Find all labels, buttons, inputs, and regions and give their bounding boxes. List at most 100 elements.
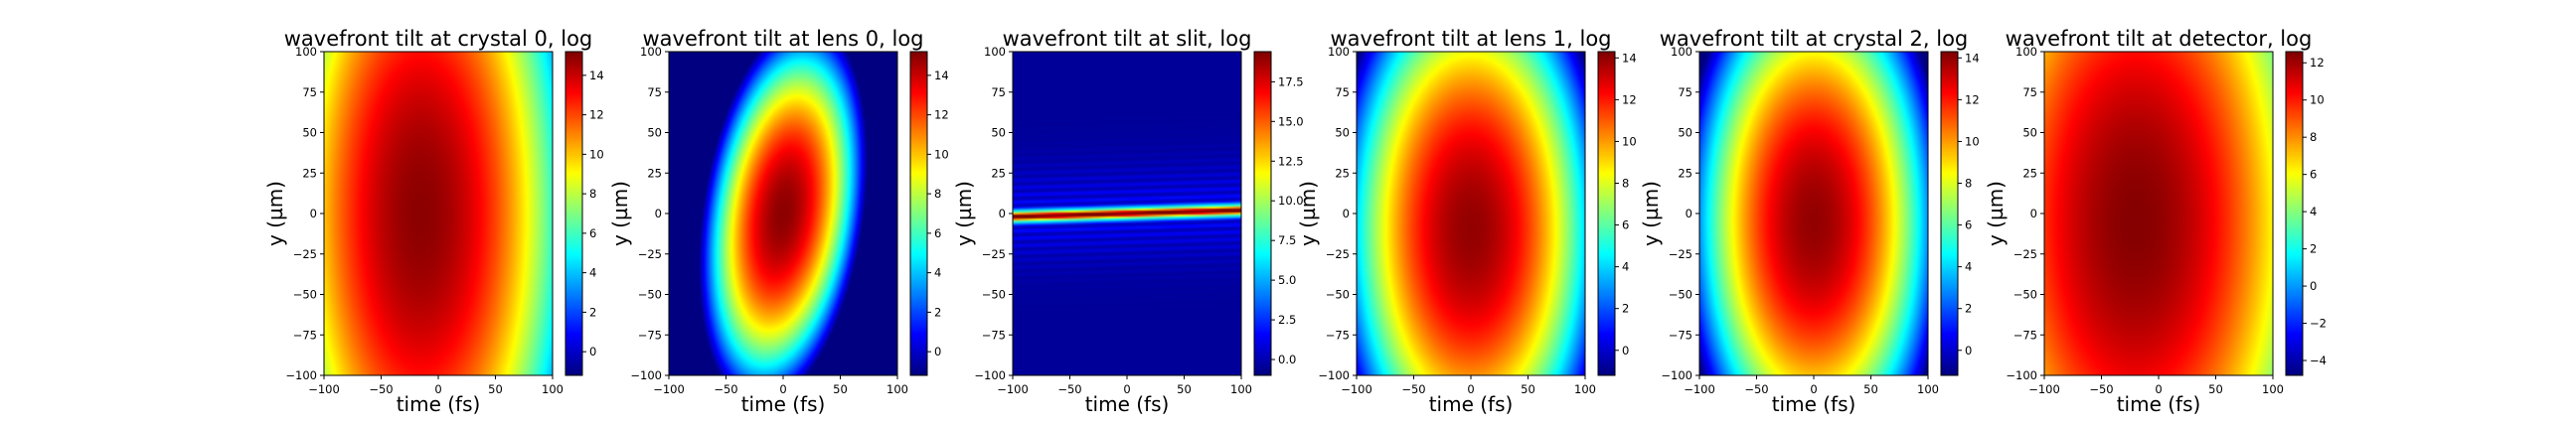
chart-title: wavefront tilt at detector, log <box>2006 27 2313 51</box>
y-tick-label: 75 <box>647 85 662 99</box>
colorbar-tick-label: 4 <box>2310 205 2317 218</box>
colorbar-tick-label: 10 <box>1622 134 1637 148</box>
colorbar-tick-label: 12 <box>1622 92 1637 106</box>
chart-title: wavefront tilt at slit, log <box>1003 27 1252 51</box>
x-tick-label: 100 <box>542 382 564 396</box>
colorbar <box>1254 52 1271 375</box>
panel-2: −100 −50 0 50 100−100−75−50−250255075100wave… <box>952 27 1304 416</box>
colorbar-tick-label: 8 <box>2310 130 2317 144</box>
y-tick-label: −75 <box>1669 328 1692 342</box>
x-tick-label: −100 <box>2028 382 2060 396</box>
colorbar-tick-label: 8 <box>1965 177 1972 191</box>
colorbar <box>2286 52 2303 375</box>
panel-0: −100 −50 0 50 100−100−75−50−250255075100wave… <box>263 27 604 416</box>
heatmap-image <box>1013 52 1241 375</box>
x-tick-label: 0 <box>434 382 441 396</box>
colorbar-tick-label: 14 <box>1622 51 1637 65</box>
heatmap-image <box>1699 52 1928 375</box>
colorbar-tick-label: 12 <box>934 108 949 122</box>
y-tick-label: 100 <box>640 45 662 59</box>
y-tick-label: −75 <box>982 328 1006 342</box>
x-tick-label: 100 <box>1230 382 1252 396</box>
y-axis-label: y (µm) <box>1984 181 2008 246</box>
y-tick-label: 0 <box>1686 207 1692 220</box>
y-tick-label: 75 <box>1678 85 1692 99</box>
colorbar-tick-label: 2 <box>934 305 941 319</box>
x-tick-label: 0 <box>1467 382 1474 396</box>
colorbar-frame <box>1597 51 1616 376</box>
y-tick-label: 100 <box>295 45 317 59</box>
x-tick-label: −50 <box>1744 382 1768 396</box>
colorbar <box>1941 52 1958 375</box>
x-tick-label: 0 <box>2155 382 2162 396</box>
colorbar-tick-label: 4 <box>1622 260 1629 274</box>
y-tick-label: 50 <box>647 126 662 140</box>
heatmap-image <box>669 52 897 375</box>
y-tick-label: 25 <box>2022 166 2037 180</box>
x-tick-label: −50 <box>714 382 737 396</box>
colorbar-tick-label: 2 <box>1965 302 1972 316</box>
y-axis-label: y (µm) <box>952 181 976 246</box>
y-tick-label: −75 <box>1326 328 1350 342</box>
colorbar-tick-label: 6 <box>589 226 596 240</box>
x-tick-label: −50 <box>2089 382 2113 396</box>
y-tick-label: 100 <box>2015 45 2037 59</box>
colorbar-tick-label: 8 <box>934 187 941 201</box>
colorbar-tick-label: 0 <box>934 345 941 358</box>
colorbar-tick-label: 10 <box>589 147 604 161</box>
colorbar-tick-label: 0 <box>2310 279 2317 293</box>
colorbar-tick-label: 14 <box>589 69 604 82</box>
colorbar-frame <box>1940 51 1959 376</box>
x-tick-label: 100 <box>1917 382 1939 396</box>
y-tick-label: −50 <box>2013 288 2037 302</box>
colorbar-tick-label: 8 <box>1622 177 1629 191</box>
colorbar-tick-label: 0 <box>1965 344 1972 358</box>
y-tick-label: −50 <box>293 288 317 302</box>
colorbar <box>910 52 927 375</box>
y-axis-label: y (µm) <box>263 181 287 246</box>
colorbar-tick-label: 17.5 <box>1278 74 1304 88</box>
heatmap-image <box>324 52 553 375</box>
y-tick-label: 50 <box>1678 126 1692 140</box>
y-tick-label: −50 <box>1669 288 1692 302</box>
x-axis-label: time (fs) <box>397 392 481 416</box>
colorbar-tick-label: 0 <box>589 345 596 358</box>
y-tick-label: 0 <box>310 207 317 220</box>
colorbar-tick-label: 0.0 <box>1278 353 1296 366</box>
x-tick-label: −100 <box>1684 382 1715 396</box>
y-tick-label: −100 <box>1318 368 1350 382</box>
colorbar-tick-label: 14 <box>934 69 949 82</box>
x-tick-label: 100 <box>2262 382 2284 396</box>
colorbar-tick-label: 15.0 <box>1278 114 1304 128</box>
x-tick-label: −100 <box>1341 382 1372 396</box>
y-axis-label: y (µm) <box>608 181 632 246</box>
colorbar-tick-label: 4 <box>934 266 941 280</box>
y-tick-label: 0 <box>655 207 662 220</box>
colorbar-frame <box>1253 51 1272 376</box>
colorbar-tick-label: 5.0 <box>1278 273 1296 287</box>
y-tick-label: 50 <box>1335 126 1350 140</box>
x-tick-label: 50 <box>1863 382 1878 396</box>
y-tick-label: −25 <box>1669 247 1692 261</box>
y-tick-label: 0 <box>1343 207 1350 220</box>
colorbar-tick-label: 10 <box>1965 134 1980 148</box>
y-tick-label: −25 <box>293 247 317 261</box>
colorbar-tick-label: 10 <box>934 147 949 161</box>
colorbar-tick-label: 2 <box>2310 242 2317 256</box>
x-tick-label: −100 <box>308 382 340 396</box>
panel-3: −100 −50 0 50 100−100−75−50−250255075100wave… <box>1296 27 1637 416</box>
y-tick-label: −75 <box>293 328 317 342</box>
x-tick-label: −100 <box>997 382 1029 396</box>
colorbar-tick-label: −4 <box>2310 354 2327 367</box>
y-tick-label: −100 <box>974 368 1006 382</box>
colorbar-tick-label: 8 <box>589 187 596 201</box>
y-axis-label: y (µm) <box>1639 181 1663 246</box>
y-tick-label: −25 <box>1326 247 1350 261</box>
x-tick-label: 50 <box>1177 382 1192 396</box>
x-axis-label: time (fs) <box>1772 392 1856 416</box>
colorbar-frame <box>2285 51 2304 376</box>
x-tick-label: 0 <box>1810 382 1817 396</box>
colorbar-tick-label: 6 <box>1622 218 1629 232</box>
panel-4: −100 −50 0 50 100−100−75−50−250255075100wave… <box>1639 27 1980 416</box>
